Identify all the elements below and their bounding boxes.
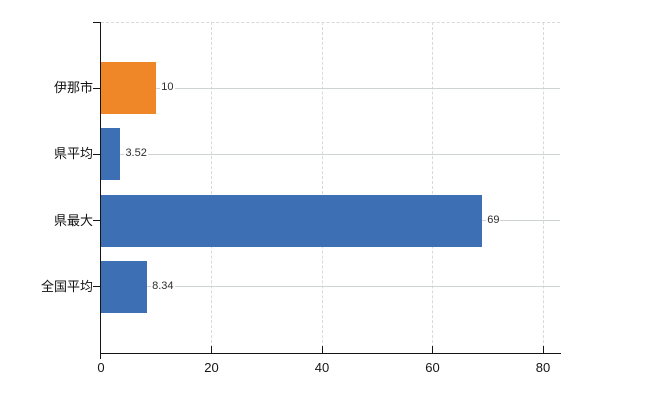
bar-default [101,260,148,313]
x-gridline [542,22,544,353]
category-label: 県平均 [53,146,93,162]
y-axis-tick [93,153,101,155]
row-gridline [101,153,560,155]
bar-highlight [101,62,157,115]
x-axis-tick [542,346,544,353]
plot-top-border [101,22,560,23]
y-axis-tick [93,286,101,288]
x-gridline [211,22,212,353]
value-label: 69 [486,212,501,228]
x-axis-tick [321,346,323,353]
category-label: 県最大 [53,212,93,228]
x-tick-label: 40 [314,360,330,375]
value-label: 8.34 [151,278,175,294]
x-tick-label: 80 [535,360,551,375]
value-label: 3.52 [124,146,148,162]
x-tick-label: 60 [425,360,440,375]
x-gridline [432,22,433,353]
row-gridline [101,286,560,288]
value-label: 10 [160,80,175,96]
y-axis-tick [93,220,101,222]
x-axis-tick [211,346,212,353]
y-axis-line [100,22,101,359]
category-label: 伊那市 [53,80,93,96]
x-gridline [321,22,323,353]
y-axis-top-tick [93,22,101,23]
category-label: 全国平均 [40,278,93,294]
bar-default [101,194,483,247]
row-gridline [101,87,560,89]
x-tick-label: 20 [204,360,219,375]
plot-area: 0 20 40 60 80 伊那市 10 県平均 3.52 県最大 69 全国平均 8.34 [41,22,561,375]
x-axis-line [100,353,561,354]
x-tick-label: 0 [97,360,105,375]
bar-default [101,128,121,181]
y-axis-tick [93,87,101,89]
x-axis-tick [432,346,433,353]
